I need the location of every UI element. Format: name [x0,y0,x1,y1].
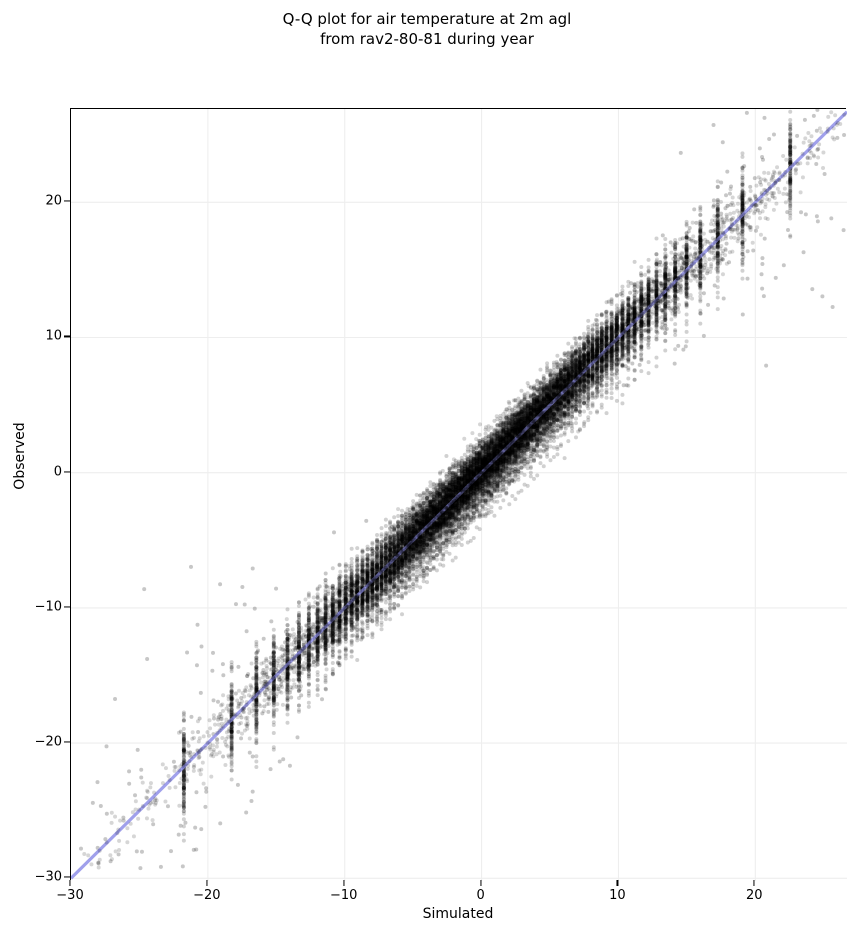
chart-title-line-2: from rav2-80-81 during year [320,29,534,48]
y-tick-label: −10 [34,599,62,615]
y-tick-mark [64,471,70,473]
plot-axes [70,108,847,881]
x-tick-mark [480,880,482,886]
x-tick-mark [69,880,71,886]
y-tick-mark [64,876,70,878]
y-tick-label: −30 [34,869,62,885]
x-tick-label: 10 [609,888,626,903]
x-tick-label: 20 [746,888,763,903]
y-tick-label: 20 [45,193,62,209]
x-tick-mark [343,880,345,886]
x-tick-mark [616,880,618,886]
y-tick-label: 0 [53,464,62,480]
chart-title-line-1: Q-Q plot for air temperature at 2m agl [282,10,572,28]
x-tick-label: 0 [476,888,485,903]
scatter-plot-canvas [71,109,847,881]
chart-title: Q-Q plot for air temperature at 2m agl f… [0,10,854,49]
y-tick-label: −20 [34,734,62,750]
x-tick-label: −30 [56,888,84,903]
x-tick-label: −20 [193,888,221,903]
x-tick-mark [753,880,755,886]
y-tick-mark [64,200,70,202]
x-tick-mark [206,880,208,886]
x-axis-label: Simulated [422,906,494,922]
y-tick-mark [64,335,70,338]
y-tick-label: 10 [45,328,62,344]
y-tick-mark [64,606,70,608]
y-tick-mark [64,741,70,743]
x-tick-label: −10 [330,888,358,903]
y-axis-label: Observed [12,422,28,490]
